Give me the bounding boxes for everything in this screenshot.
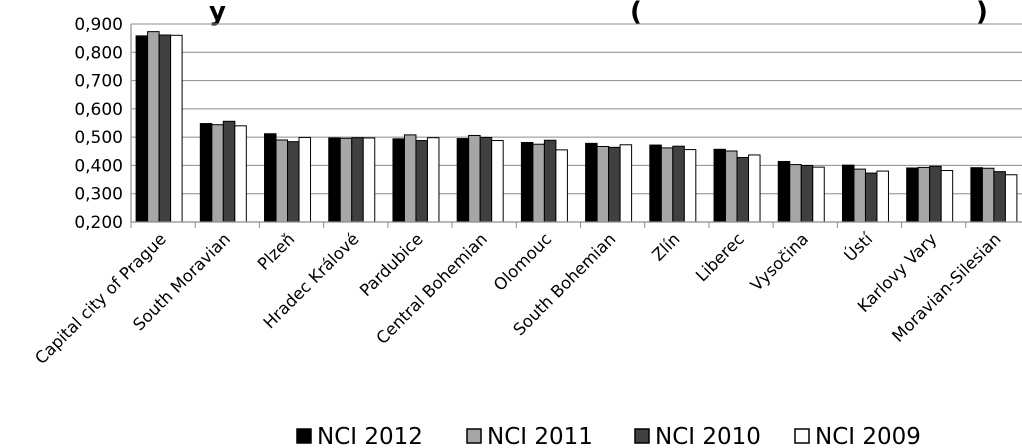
bar-nci-2010-liberec xyxy=(736,157,750,223)
bar-nci-2010-pardubice xyxy=(415,140,428,223)
category-label-liberec: Liberec xyxy=(692,229,748,285)
legend-swatch-nci-2011 xyxy=(466,428,482,444)
category-label-olomouc: Olomouc xyxy=(490,229,555,294)
bar-nci-2009-zlin xyxy=(683,149,697,223)
y-tick-label: 0,700 xyxy=(74,72,123,92)
category-label-capital-city-of-prague: Capital city of Prague xyxy=(31,229,170,368)
y-tick-label: 0,200 xyxy=(74,213,123,233)
bar-nci-2010-karlovy-vary xyxy=(929,165,942,223)
bar-nci-2011-hradec-kralove xyxy=(339,137,353,223)
bar-nci-2012-plzen xyxy=(264,133,277,223)
bar-nci-2011-pardubice xyxy=(403,134,417,223)
bar-nci-2009-pardubice xyxy=(426,137,440,223)
legend-label-nci-2009: NCI 2009 xyxy=(815,424,921,448)
bar-nci-2010-central-bohemian xyxy=(479,136,493,223)
bar-nci-2009-moravian-silesian xyxy=(1004,174,1018,223)
bar-nci-2011-plzen xyxy=(275,139,289,223)
title-fragment-open-paren: ( xyxy=(630,0,642,27)
bar-nci-2012-usti xyxy=(841,164,855,223)
category-label-usti: Ústí xyxy=(840,228,877,265)
bar-nci-2011-olomouc xyxy=(532,143,545,223)
bar-nci-2011-liberec xyxy=(725,150,738,223)
bar-nci-2009-central-bohemian xyxy=(491,140,504,223)
bar-nci-2010-hradec-kralove xyxy=(351,137,364,223)
bar-nci-2011-zlin xyxy=(660,147,674,223)
bar-nci-2009-plzen xyxy=(298,136,312,223)
legend-label-nci-2012: NCI 2012 xyxy=(317,424,423,448)
category-label-vysocina: Vysočina xyxy=(747,229,812,294)
bar-nci-2009-south-bohemian xyxy=(619,144,633,223)
bar-nci-2011-central-bohemian xyxy=(468,134,481,223)
y-tick-label: 0,500 xyxy=(74,128,123,148)
legend-swatch-nci-2012 xyxy=(296,428,312,444)
bar-nci-2012-south-bohemian xyxy=(585,142,598,223)
bar-nci-2011-karlovy-vary xyxy=(917,166,931,223)
bar-nci-2010-usti xyxy=(864,172,878,223)
bar-nci-2011-vysocina xyxy=(789,164,802,223)
y-tick-label: 0,800 xyxy=(74,43,123,63)
bar-nci-2012-zlin xyxy=(649,144,662,223)
bar-nci-2010-moravian-silesian xyxy=(993,171,1006,223)
category-label-plzen: Plzeň xyxy=(254,229,298,273)
bar-nci-2012-vysocina xyxy=(777,160,791,223)
bar-nci-2010-plzen xyxy=(287,141,300,223)
axes xyxy=(130,24,1022,228)
bar-nci-2011-south-bohemian xyxy=(596,145,610,223)
bar-nci-2011-moravian-silesian xyxy=(981,167,995,223)
legend-swatch-nci-2009 xyxy=(794,428,810,444)
bar-nci-2009-hradec-kralove xyxy=(362,137,376,223)
bar-nci-2012-central-bohemian xyxy=(456,138,470,223)
title-fragment-close-paren: ) xyxy=(976,0,988,27)
category-label-central-bohemian: Central Bohemian xyxy=(373,229,491,347)
bar-nci-2012-capital-city-of-prague xyxy=(135,35,149,223)
bar-nci-2009-usti xyxy=(876,170,889,223)
bar-nci-2010-vysocina xyxy=(800,164,814,223)
y-tick-labels: 0,200 0,300 0,400 0,500 0,600 0,700 0,800 0,900 xyxy=(74,15,123,233)
chart-title: y ( ) xyxy=(209,0,988,27)
bar-nci-2010-olomouc xyxy=(543,139,557,223)
bar-nci-2009-karlovy-vary xyxy=(940,170,954,223)
bar-nci-2011-usti xyxy=(853,168,866,223)
bar-nci-2011-capital-city-of-prague xyxy=(147,31,160,223)
bar-nci-2012-moravian-silesian xyxy=(970,167,983,223)
bar-nci-2010-zlin xyxy=(672,145,685,223)
title-fragment-y: y xyxy=(209,0,226,27)
bar-nci-2009-olomouc xyxy=(555,149,568,223)
bar-nci-2009-vysocina xyxy=(812,166,825,223)
bar-nci-2012-hradec-kralove xyxy=(328,137,341,223)
y-tick-label: 0,300 xyxy=(74,185,123,205)
bar-nci-2009-liberec xyxy=(748,154,761,223)
y-tick-label: 0,900 xyxy=(74,15,123,35)
bar-nci-2010-capital-city-of-prague xyxy=(158,34,172,223)
bar-nci-2012-pardubice xyxy=(392,138,405,223)
bar-nci-2012-karlovy-vary xyxy=(906,167,919,223)
bar-nci-2012-liberec xyxy=(713,148,727,223)
bar-nci-2009-capital-city-of-prague xyxy=(170,34,183,223)
bar-nci-2009-south-moravian xyxy=(234,125,247,223)
bar-nci-2010-south-moravian xyxy=(222,120,236,223)
legend: NCI 2012 NCI 2011 NCI 2010 NCI 2009 xyxy=(296,424,921,448)
bar-nci-2012-south-moravian xyxy=(199,123,213,223)
y-tick-label: 0,600 xyxy=(74,100,123,120)
bar-nci-2010-south-bohemian xyxy=(608,146,621,223)
bar-nci-2011-south-moravian xyxy=(211,124,224,223)
y-tick-label: 0,400 xyxy=(74,156,123,176)
legend-label-nci-2011: NCI 2011 xyxy=(487,424,593,448)
category-label-zlin: Zlín xyxy=(648,229,683,264)
legend-swatch-nci-2010 xyxy=(634,428,650,444)
legend-label-nci-2010: NCI 2010 xyxy=(655,424,761,448)
category-label-moravian-silesian: Moravian-Silesian xyxy=(888,229,1004,345)
bar-nci-2012-olomouc xyxy=(520,142,534,223)
